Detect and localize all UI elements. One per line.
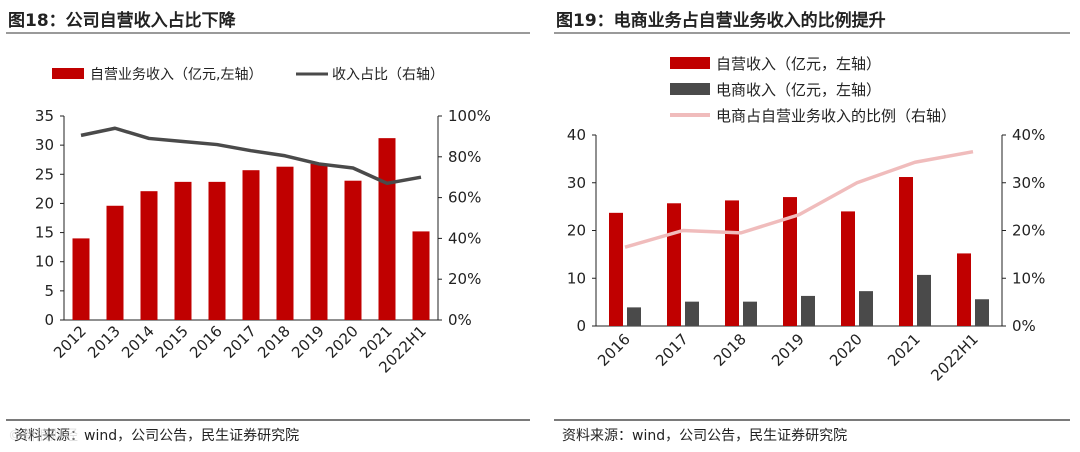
left-panel: 图18：公司自营收入占比下降 自营业务收入（亿元,左轴） 收入占比（右轴） 0 5 10… [6,11,530,444]
line-income-share [80,126,422,186]
bar-ecommerce-2019 [801,295,815,326]
legend-label-ecommerce: 电商收入（亿元，左轴） [716,81,881,99]
x-tick-label: 2018 [254,322,294,362]
left-title-rule [6,32,530,34]
y-tick-label-right: 100% [448,107,491,125]
y-tick-label-right: 60% [448,189,481,207]
left-chart-title: 图18：公司自营收入占比下降 [8,11,236,31]
y-tick-label-right: 40% [448,229,481,247]
bar-self-operated-2021 [899,177,913,326]
x-tick-label: 2022H1 [927,330,981,384]
right-title-rule [554,32,1070,34]
legend-label-self-operated: 自营收入（亿元，左轴） [716,55,881,73]
x-tick-label: 2021 [884,330,924,370]
x-tick-label: 2017 [220,322,260,362]
y-tick-label-left: 25 [35,165,54,183]
bar-ecommerce-2020 [859,291,873,326]
bar-self-operated-2018 [725,200,739,326]
bar-2018 [276,166,294,320]
bar-2020 [344,180,362,320]
bar-2022H1 [412,231,430,320]
left-source-note: 资料来源：wind，公司公告，民生证券研究院 [14,428,300,444]
legend-swatch-ecommerce [670,83,710,95]
y-tick-label-right: 30% [1012,174,1045,192]
bar-2016 [208,181,226,320]
x-tick-label: 2019 [768,330,808,370]
y-tick-label-left: 30 [567,174,586,192]
y-tick-label-left: 30 [35,136,54,154]
bar-self-operated-2022H1 [957,253,971,326]
watermark: ©新浪财经 [8,428,78,444]
bar-2013 [106,205,124,320]
bar-2017 [242,170,260,320]
bar-2014 [140,191,158,320]
bar-ecommerce-2018 [743,301,757,326]
y-tick-label-left: 20 [35,194,54,212]
x-tick-label: 2015 [152,322,192,362]
legend-swatch-bar [52,68,84,79]
x-tick-label: 2013 [84,322,124,362]
y-tick-label-left: 20 [567,222,586,240]
y-tick-label-right: 80% [448,148,481,166]
y-tick-label-left: 40 [567,126,586,144]
legend-swatch-self-operated [670,57,710,69]
bar-2019 [310,163,328,320]
y-tick-label-left: 0 [44,311,54,329]
x-tick-label: 2016 [186,322,226,362]
y-tick-label-right: 0% [448,311,472,329]
x-tick-label: 2014 [118,322,158,362]
x-tick-label: 2020 [322,322,362,362]
bar-2015 [174,181,192,320]
right-source-rule [554,419,1070,421]
line-ecommerce-ratio [624,149,974,249]
bar-2012 [72,238,90,320]
right-source-note: 资料来源：wind，公司公告，民生证券研究院 [562,428,848,444]
bar-ecommerce-2022H1 [975,299,989,326]
y-tick-label-left: 15 [35,224,54,242]
y-tick-label-right: 20% [448,270,481,288]
legend-label-bar: 自营业务收入（亿元,左轴） [90,67,262,83]
bar-ecommerce-2017 [685,301,699,326]
x-tick-label: 2017 [652,330,692,370]
y-tick-label-right: 0% [1012,317,1036,335]
y-tick-label-right: 20% [1012,222,1045,240]
right-chart-title: 图19：电商业务占自营业务收入的比例提升 [556,11,886,31]
bar-self-operated-2016 [609,212,623,326]
legend-label-line: 收入占比（右轴） [332,67,444,83]
bar-ecommerce-2021 [917,274,931,326]
y-tick-label-right: 40% [1012,126,1045,144]
x-tick-label: 2016 [594,330,634,370]
bar-self-operated-2019 [783,197,797,326]
bar-self-operated-2020 [841,211,855,326]
left-chart: 自营业务收入（亿元,左轴） 收入占比（右轴） 0 5 10 15 20 25 30 35 0% 20%… [35,67,491,377]
y-tick-label-left: 5 [44,282,54,300]
left-source-rule [6,419,530,421]
y-tick-label-left: 0 [576,317,586,335]
y-tick-label-right: 10% [1012,269,1045,287]
y-tick-label-left: 35 [35,107,54,125]
x-tick-label: 2020 [826,330,866,370]
x-tick-label: 2012 [50,322,90,362]
right-chart: 自营收入（亿元，左轴） 电商收入（亿元，左轴） 电商占自营业务收入的比例（右轴） 0 1… [567,55,1045,385]
x-tick-label: 2019 [288,322,328,362]
x-tick-label: 2018 [710,330,750,370]
legend-label-ratio: 电商占自营业务收入的比例（右轴） [716,107,956,125]
bar-self-operated-2017 [667,203,681,326]
y-tick-label-left: 10 [35,253,54,271]
y-tick-label-left: 10 [567,269,586,287]
right-panel: 图19：电商业务占自营业务收入的比例提升 自营收入（亿元，左轴） 电商收入（亿元，… [548,0,1080,452]
bar-2021 [378,138,396,320]
bar-ecommerce-2016 [627,307,641,326]
